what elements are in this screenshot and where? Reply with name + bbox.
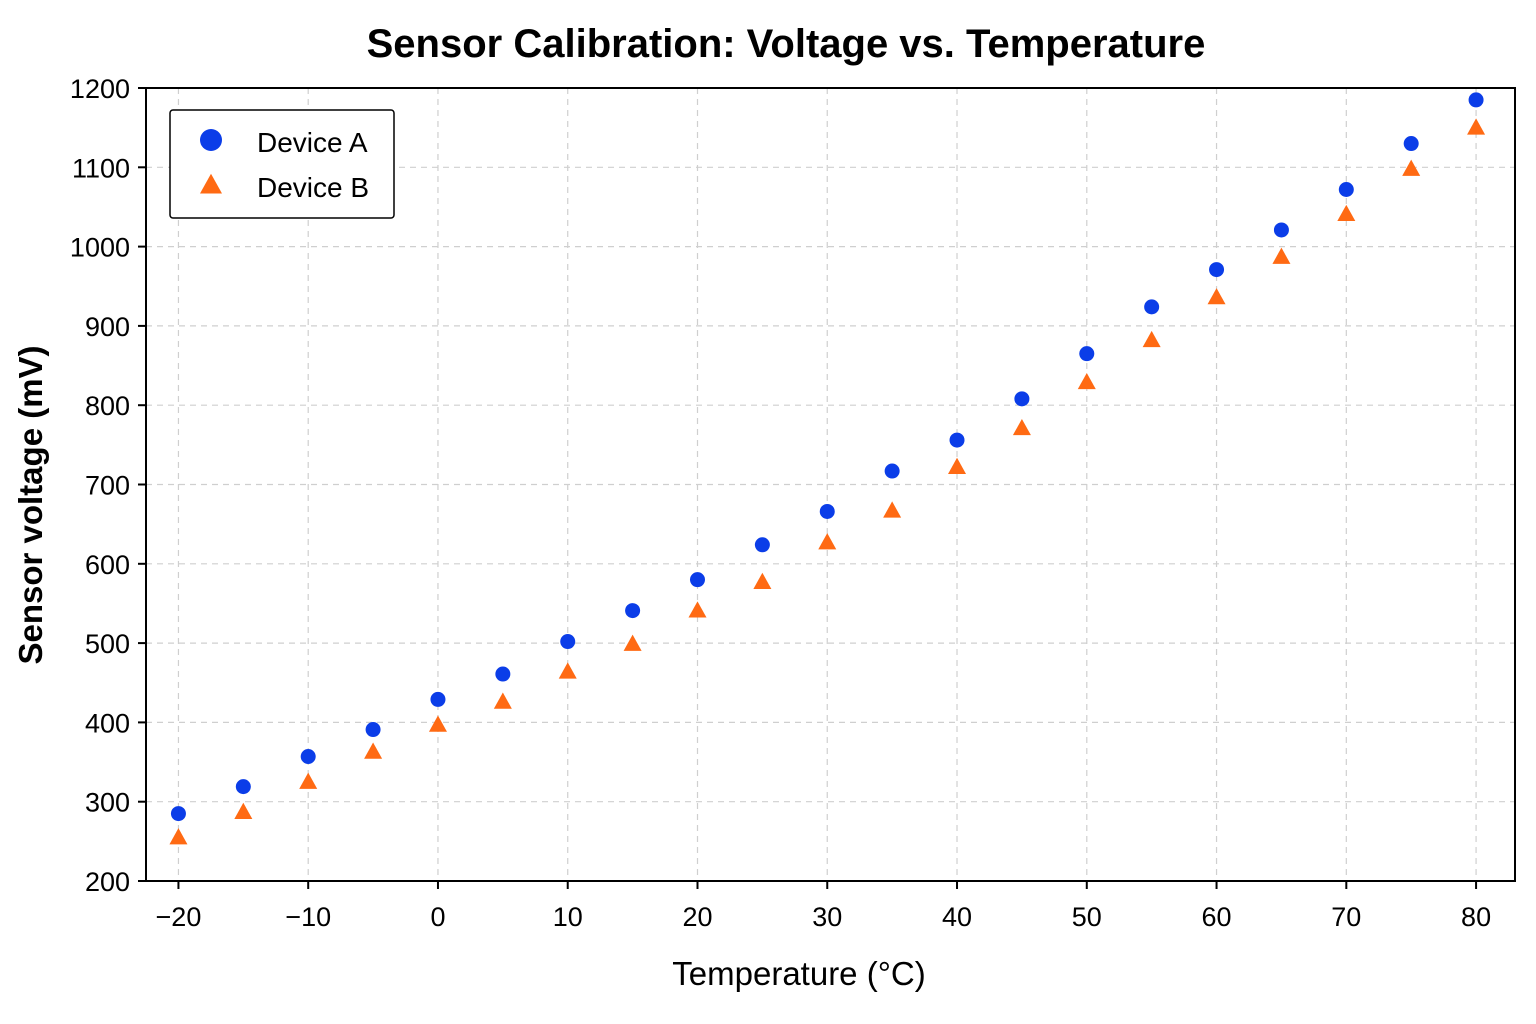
legend-marker-device-b [200,173,222,194]
point-device-a [819,503,835,519]
point-device-b [753,572,772,589]
x-tick-label: 80 [1461,902,1491,932]
point-device-b [1207,288,1226,305]
point-device-b [1337,204,1356,222]
y-tick-label: 500 [85,629,130,659]
point-device-b [883,501,902,518]
y-tick-label: 1000 [70,233,130,263]
x-tick-label: 50 [1072,902,1102,932]
point-device-b [169,828,188,845]
point-device-a [1273,222,1289,238]
y-tick-label: 700 [85,471,130,501]
point-device-a [1079,346,1095,362]
axis-ticks: −20 −10 0 10 20 30 40 50 60 70 80 200 300 400 500 600 70… [70,74,1491,932]
y-tick-label: 300 [85,788,130,818]
point-device-b [1402,159,1421,176]
point-device-b [1142,330,1161,348]
point-device-a [689,572,705,588]
point-device-a [170,806,186,822]
y-tick-label: 1200 [70,74,130,104]
point-device-b [1272,247,1291,264]
point-device-a [1403,136,1419,152]
y-tick-label: 200 [85,867,130,897]
point-device-a [949,432,965,448]
x-tick-label: 60 [1202,902,1232,932]
x-tick-label: −10 [285,902,331,932]
x-tick-label: 20 [682,902,712,932]
y-tick-label: 1100 [72,153,130,183]
point-device-b [818,533,837,550]
y-tick-label: 400 [85,708,130,738]
x-tick-label: 30 [812,902,842,932]
point-device-b [364,742,383,759]
legend-label-device-b: Device B [257,172,369,203]
x-tick-label: 0 [430,902,445,932]
x-tick-label: 70 [1331,902,1361,932]
x-tick-label: 10 [553,902,583,932]
point-device-b [299,772,318,789]
point-device-a [235,779,251,795]
point-device-a [1338,182,1354,198]
point-device-a [430,691,446,707]
point-device-a [365,722,381,738]
y-tick-label: 900 [85,312,130,342]
legend: Device A Device B [169,109,395,219]
point-device-b [623,634,642,651]
point-device-a [884,463,900,479]
point-device-b [493,692,512,709]
point-device-b [1467,118,1486,135]
point-device-a [300,748,316,764]
point-device-a [625,603,641,619]
point-device-b [428,715,447,732]
point-device-a [1209,262,1225,278]
point-device-b [234,802,253,819]
legend-marker-device-a [200,129,222,151]
x-axis-label: Temperature (°C) [672,955,925,992]
y-tick-label: 800 [85,391,130,421]
data-points [169,92,1486,845]
y-axis-label: Sensor voltage (mV) [12,345,49,664]
point-device-b [1012,418,1031,436]
point-device-b [558,662,577,679]
point-device-b [948,457,967,475]
point-device-a [1014,391,1030,407]
point-device-b [688,601,707,618]
x-tick-label: 40 [942,902,972,932]
chart-title: Sensor Calibration: Voltage vs. Temperat… [367,22,1206,66]
point-device-a [495,666,511,682]
legend-label-device-a: Device A [257,127,368,158]
y-tick-label: 600 [85,550,130,580]
point-device-a [754,537,770,553]
point-device-a [560,634,576,650]
x-tick-label: −20 [156,902,202,932]
point-device-a [1468,92,1484,108]
point-device-a [1144,299,1160,315]
legend-box [169,109,395,219]
point-device-b [1077,372,1096,390]
